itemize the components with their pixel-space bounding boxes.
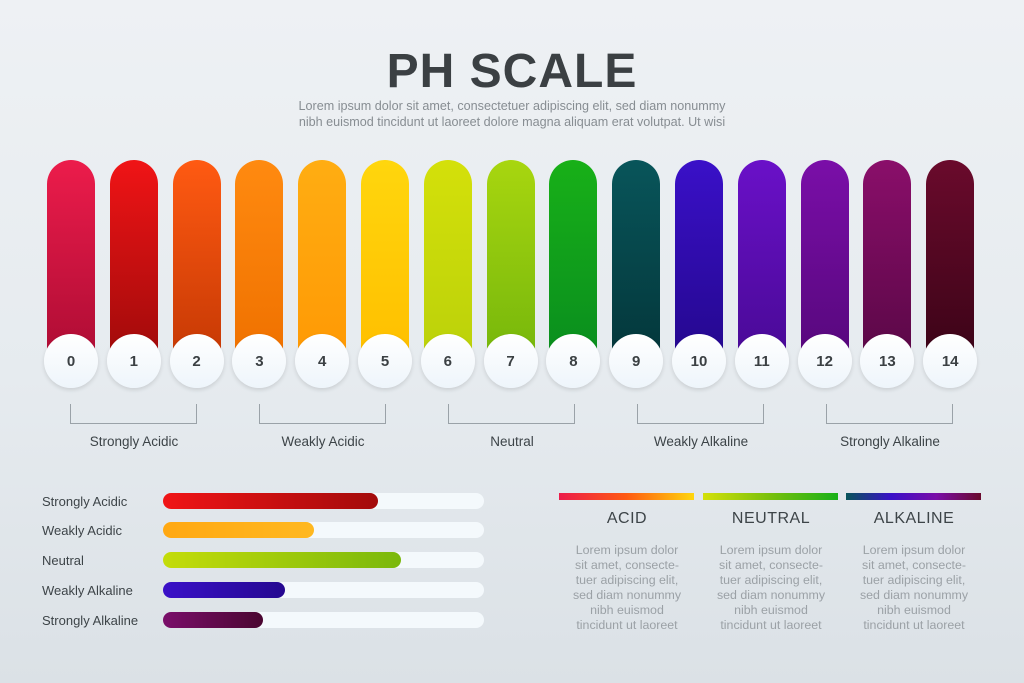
ph-tube-2 [172,160,221,350]
category-color-line [846,493,981,500]
subtitle-line: nibh euismod tincidunt ut laoreet dolore… [298,115,726,129]
ph-value-14: 14 [923,334,978,388]
category-description-line: tuer adipiscing elit, [862,573,966,587]
group-bracket [637,404,764,424]
bar-track [163,582,484,598]
category-description-line: tincidunt ut laoreet [863,618,965,632]
bar-label: Weakly Acidic [42,523,122,538]
ph-tube-4 [298,160,347,350]
category-description-line: sed diam nonummy [572,588,682,602]
group-bracket [70,404,197,424]
ph-value-10: 10 [672,334,726,388]
ph-value-7: 7 [483,334,538,388]
ph-value-8: 8 [546,334,601,388]
ph-tube-11 [737,160,786,350]
ph-tube-1 [109,160,158,350]
ph-tube-6 [423,160,472,350]
bar-track [163,612,484,628]
ph-tube-9 [612,160,661,350]
category-description: Lorem ipsum dolor sit amet, consecte-tuer… [701,543,841,633]
ph-value-6: 6 [420,334,475,388]
category-description-line: tuer adipiscing elit, [719,573,823,587]
category-title: NEUTRAL [731,510,811,527]
category-color-line [703,493,838,500]
ph-tube-12 [800,160,849,350]
group-label: Weakly Alkaline [653,434,749,449]
category-title: ACID [606,510,648,527]
group-label: Strongly Alkaline [840,434,940,449]
group-bracket [259,404,386,424]
category-description-line: sit amet, consecte- [719,558,823,572]
category-description-line: sit amet, consecte- [575,558,679,572]
bar-label: Weakly Alkaline [42,583,133,598]
ph-tube-14 [926,160,975,350]
bar-track [163,493,484,509]
ph-value-2: 2 [169,334,224,388]
bar-fill [163,552,401,568]
category-description-line: tincidunt ut laoreet [720,618,822,632]
bar-fill [163,522,314,538]
ph-value-11: 11 [734,334,789,388]
ph-value-4: 4 [295,334,350,388]
ph-value-13: 13 [860,334,915,388]
ph-value-0: 0 [44,334,98,388]
group-label: Strongly Acidic [89,434,179,449]
ph-tube-0 [47,160,95,350]
ph-value-1: 1 [106,334,161,388]
ph-tube-8 [549,160,598,350]
category-description-line: Lorem ipsum dolor [719,543,823,557]
bar-label: Strongly Acidic [42,494,128,509]
category-color-line [559,493,694,500]
page-title: PH SCALE [386,45,638,98]
category-description-line: tincidunt ut laoreet [576,618,678,632]
category-description-line: tuer adipiscing elit, [575,573,679,587]
category-description-line: sed diam nonummy [716,588,826,602]
bar-track [163,552,484,568]
group-bracket [448,404,575,424]
ph-value-5: 5 [358,334,412,388]
category-description-line: sit amet, consecte- [862,558,966,572]
bar-label: Strongly Alkaline [42,613,139,628]
category-description-line: Lorem ipsum dolor [862,543,966,557]
ph-value-12: 12 [797,334,852,388]
bar-label: Neutral [42,553,84,568]
subtitle: Lorem ipsum dolor sit amet, consectetuer… [232,98,792,130]
ph-value-9: 9 [609,334,664,388]
ph-value-3: 3 [232,334,287,388]
subtitle-line: Lorem ipsum dolor sit amet, consectetuer… [298,99,726,113]
ph-tube-7 [486,160,535,350]
bar-fill [163,582,285,598]
category-description-line: nibh euismod [590,603,664,617]
category-description: Lorem ipsum dolor sit amet, consecte-tuer… [557,543,697,633]
bar-track [163,522,484,538]
category-description-line: nibh euismod [877,603,951,617]
category-description-line: sed diam nonummy [859,588,969,602]
ph-tube-5 [361,160,409,350]
category-title: ALKALINE [873,510,955,527]
group-bracket [826,404,953,424]
category-description-line: nibh euismod [734,603,808,617]
group-label: Weakly Acidic [281,434,365,449]
bar-fill [163,493,379,509]
ph-tube-13 [863,160,912,350]
category-description-line: Lorem ipsum dolor [575,543,679,557]
group-label: Neutral [490,434,534,449]
ph-tube-10 [675,160,723,350]
ph-tube-3 [235,160,284,350]
bar-fill [163,612,263,628]
category-description: Lorem ipsum dolor sit amet, consecte-tuer… [844,543,984,633]
